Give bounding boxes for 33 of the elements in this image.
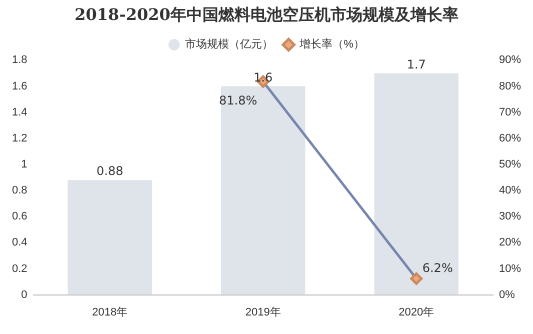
y2-tick-label: 90% bbox=[498, 54, 522, 66]
bar bbox=[374, 73, 459, 295]
y2-tick-label: 0% bbox=[498, 288, 516, 301]
bar bbox=[221, 86, 306, 295]
x-tick-label: 2018年 bbox=[92, 306, 128, 318]
y-tick-label: 1.8 bbox=[12, 54, 28, 66]
legend-label: 增长率（%） bbox=[298, 38, 364, 51]
legend-label: 市场规模（亿元） bbox=[185, 38, 274, 51]
y2-tick-label: 30% bbox=[498, 210, 522, 223]
data-label: 6.2% bbox=[422, 260, 453, 275]
y-tick-label: 1.4 bbox=[12, 106, 28, 118]
y2-tick-label: 70% bbox=[498, 106, 522, 118]
y2-tick-label: 20% bbox=[498, 236, 522, 249]
y-tick-label: 0.4 bbox=[12, 236, 28, 249]
data-label: 1.7 bbox=[406, 57, 426, 72]
y-tick-label: 1.2 bbox=[12, 132, 28, 144]
y-tick-label: 0.2 bbox=[12, 262, 28, 275]
y-tick-label: 0.8 bbox=[12, 184, 28, 197]
x-tick-label: 2019年 bbox=[245, 306, 281, 318]
y2-tick-label: 60% bbox=[498, 132, 522, 144]
y2-tick-label: 50% bbox=[498, 158, 522, 170]
y-tick-label: 0.6 bbox=[12, 210, 28, 223]
y-tick-label: 1 bbox=[21, 158, 28, 170]
data-label: 81.8% bbox=[219, 94, 258, 108]
y2-tick-label: 10% bbox=[498, 262, 522, 275]
y2-tick-label: 40% bbox=[498, 184, 522, 197]
bar bbox=[68, 180, 152, 295]
y-tick-label: 0 bbox=[21, 288, 28, 301]
chart-title: 2018-2020年中国燃料电池空压机市场规模及增长率 bbox=[74, 4, 458, 24]
y-tick-label: 1.6 bbox=[12, 80, 28, 92]
data-label: 0.88 bbox=[96, 164, 124, 178]
x-tick-label: 2020年 bbox=[398, 306, 434, 318]
y2-tick-label: 80% bbox=[498, 80, 522, 92]
